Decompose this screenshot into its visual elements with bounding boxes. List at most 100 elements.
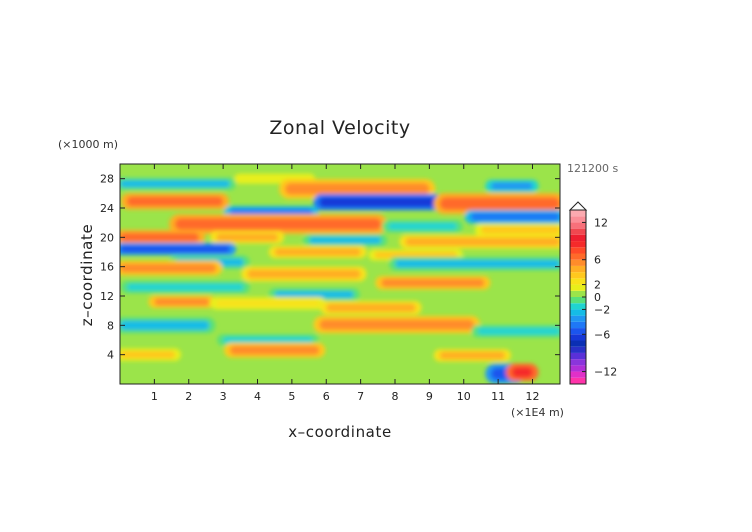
x-ticks: 1 2 3 4 5 6 7 8 9 10 11 12 (151, 164, 540, 403)
colorbar-swatch (570, 272, 586, 279)
colorbar-tick-label: 6 (594, 254, 601, 267)
x-tick-label: 8 (392, 390, 399, 403)
x-tick-label: 5 (288, 390, 295, 403)
colorbar-swatch (570, 222, 586, 229)
colorbar-swatch (570, 315, 586, 322)
contour-band (120, 263, 217, 273)
contour-band (274, 290, 354, 299)
contour-band (491, 182, 533, 190)
contour-band (126, 283, 244, 291)
contour-band (381, 278, 485, 287)
colorbar-tick-label: 0 (594, 291, 601, 304)
colorbar-tick-label: 2 (594, 279, 601, 292)
colorbar-swatch (570, 228, 586, 235)
y-ticks: 4 8 12 16 20 24 28 (100, 173, 560, 362)
plot-area (119, 163, 561, 385)
chart-title: Zonal Velocity (269, 117, 410, 139)
x-tick-label: 6 (323, 390, 330, 403)
x-tick-label: 11 (491, 390, 505, 403)
y-axis-label: z–coordinate (78, 224, 96, 327)
contour-band (326, 303, 416, 312)
x-tick-label: 12 (526, 390, 540, 403)
x-tick-label: 7 (357, 390, 364, 403)
y-tick-label: 24 (100, 202, 114, 215)
colorbar-tick-label: −2 (594, 303, 610, 316)
colorbar-swatch (570, 247, 586, 254)
colorbar-swatch (570, 234, 586, 242)
colorbar-swatch (570, 365, 586, 372)
x-tick-label: 4 (254, 390, 261, 403)
contour-bands (120, 173, 560, 384)
contour-band (120, 320, 210, 331)
contour-band (216, 233, 279, 241)
contour-band (439, 351, 505, 360)
colorbar-swatch (570, 290, 586, 297)
colorbar-swatch (570, 359, 586, 366)
contour-band (395, 259, 560, 268)
contour-band (480, 226, 560, 234)
x-unit-label: (×1E4 m) (511, 406, 564, 419)
plot-frame (119, 163, 561, 385)
colorbar-swatch (570, 328, 586, 335)
contour-band (126, 196, 224, 207)
y-tick-label: 12 (100, 290, 114, 303)
time-label: 121200 s (567, 162, 618, 175)
contour-band (120, 232, 200, 242)
contour-band (309, 236, 382, 244)
contour-band (154, 298, 210, 306)
colorbar-swatch (570, 346, 586, 353)
colorbar-extend-arrow (568, 201, 588, 211)
contour-band (511, 367, 533, 378)
colorbar-swatch (570, 210, 586, 217)
contour-band (223, 336, 313, 344)
y-tick-label: 4 (107, 349, 114, 362)
colorbar-swatch (570, 309, 586, 316)
colorbar-swatch (570, 377, 586, 384)
colorbar-swatch (570, 265, 586, 273)
colorbar-tick-label: −12 (594, 366, 617, 379)
y-unit-label: (×1000 m) (58, 138, 118, 151)
x-tick-label: 1 (151, 390, 158, 403)
contour-band (319, 197, 437, 207)
contour-band (439, 197, 560, 210)
contour-band (374, 251, 457, 259)
contour-band (175, 218, 382, 230)
colorbar-swatch (570, 278, 586, 285)
colorbar-swatch (570, 371, 586, 378)
colorbar-swatch (570, 241, 586, 248)
colorbar-swatch (570, 259, 586, 266)
colorbar-swatch (570, 303, 586, 310)
x-tick-label: 2 (185, 390, 192, 403)
contour-band (120, 245, 230, 253)
contour-band (388, 222, 457, 230)
contour-band (230, 345, 320, 355)
colorbar-swatch (570, 321, 586, 329)
contour-band (120, 180, 230, 188)
contour-band (247, 269, 361, 279)
y-tick-label: 28 (100, 173, 114, 186)
colorbar-swatch (570, 216, 586, 223)
y-tick-label: 8 (107, 319, 114, 332)
y-tick-label: 20 (100, 231, 114, 244)
x-tick-label: 10 (457, 390, 471, 403)
colorbar-swatch (570, 340, 586, 347)
colorbar-tick-label: −6 (594, 328, 610, 341)
contour-band (216, 299, 320, 307)
colorbar-swatch (570, 352, 586, 360)
x-axis-label: x–coordinate (288, 423, 392, 441)
colorbar-tick-label: 12 (594, 216, 608, 229)
colorbar-swatch (570, 253, 586, 260)
contour-band (319, 319, 475, 330)
x-tick-label: 3 (220, 390, 227, 403)
contour-band (405, 237, 560, 246)
y-tick-label: 16 (100, 261, 114, 274)
colorbar: 12 6 20−2 −6 −12 (568, 201, 617, 385)
contour-band (477, 327, 560, 335)
colorbar-swatch (570, 284, 586, 291)
contour-band (285, 183, 430, 195)
colorbar-swatch (570, 334, 586, 341)
x-tick-label: 9 (426, 390, 433, 403)
contour-band (120, 351, 175, 359)
colorbar-swatch (570, 297, 586, 304)
